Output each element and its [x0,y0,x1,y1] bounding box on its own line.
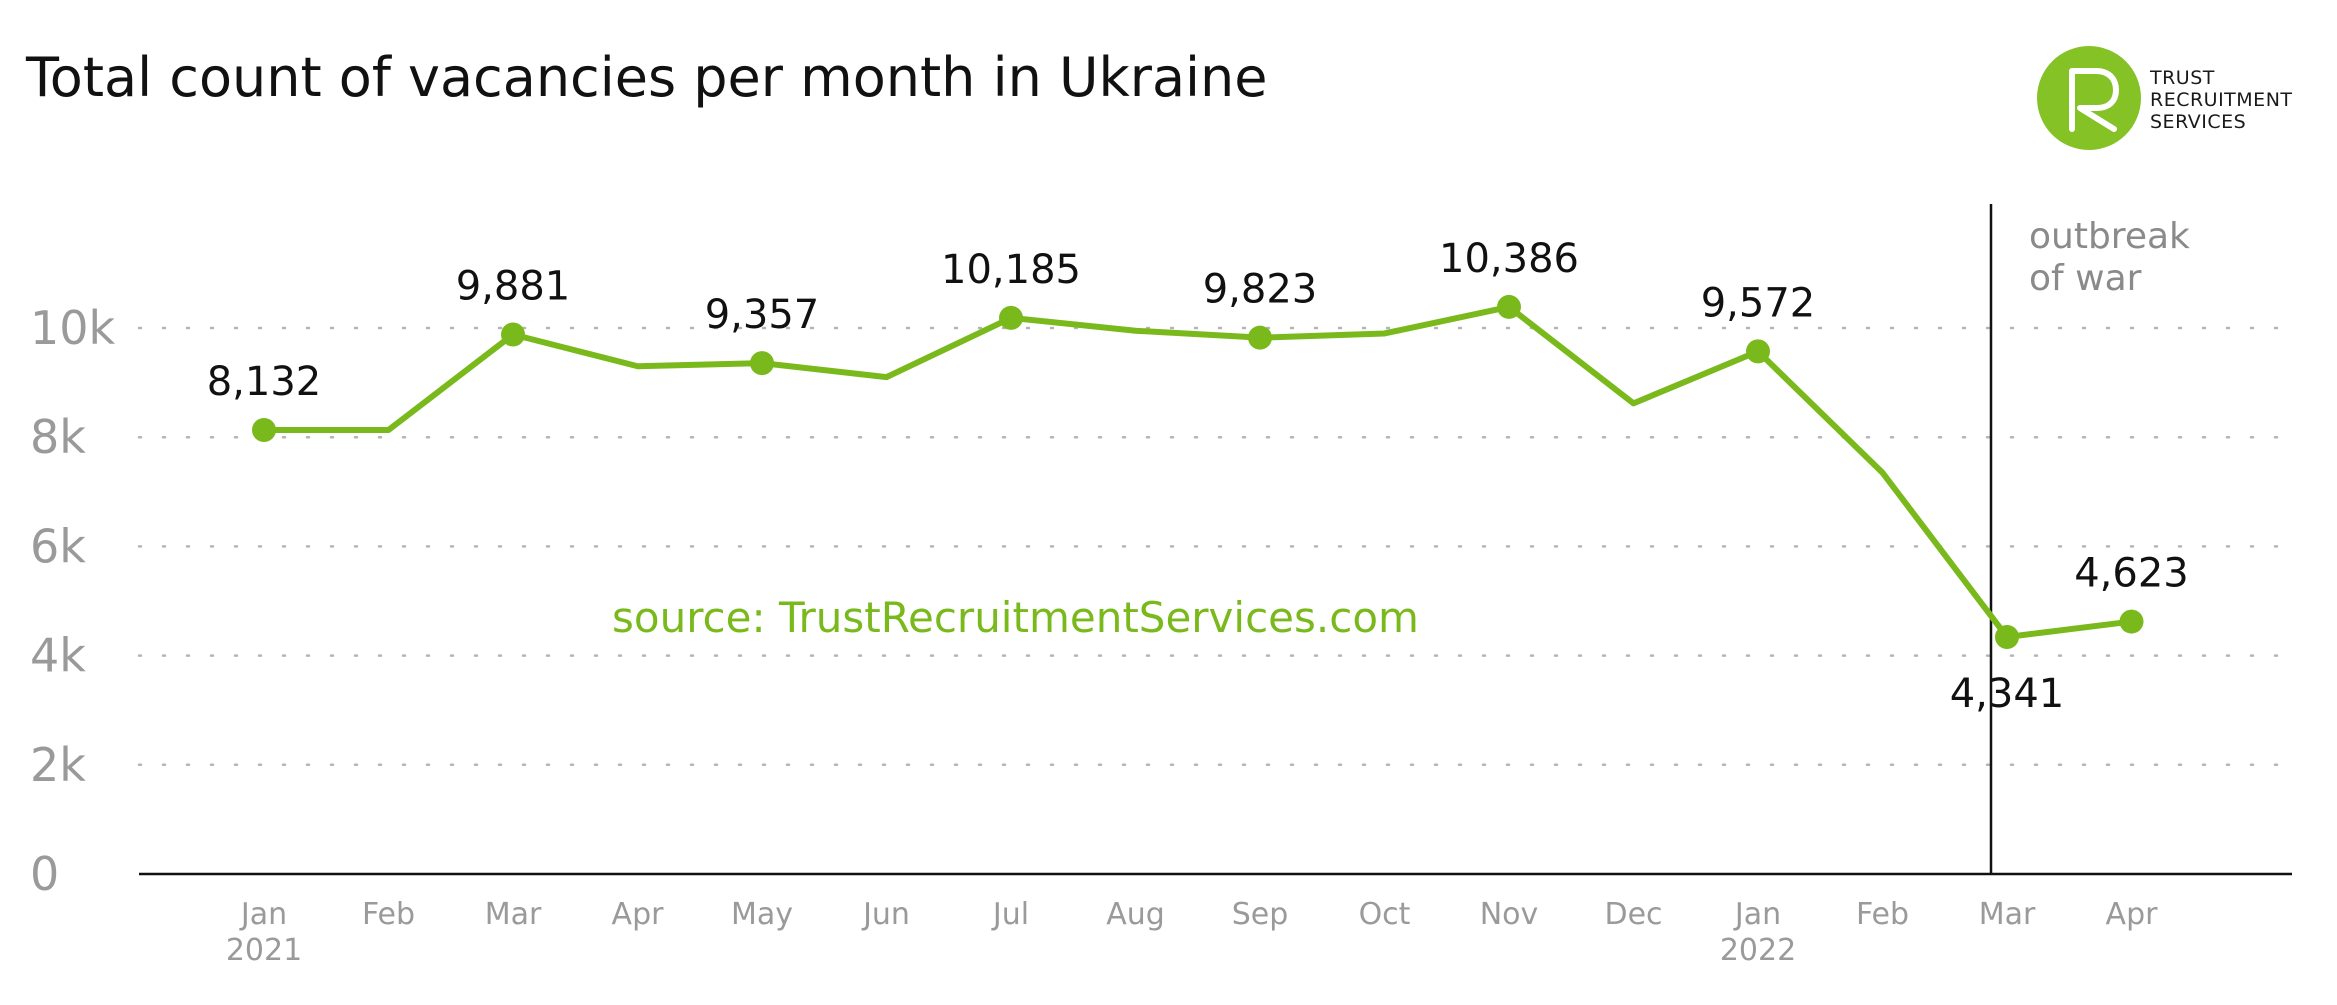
data-point [750,351,774,376]
data-point [1497,294,1521,319]
data-point [1248,325,1272,350]
data-point [2119,609,2144,634]
y-tick-label: 8k [30,410,86,464]
x-tick-label: Aug [1106,897,1165,932]
logo-text-trust: TRUST [2150,67,2215,89]
chart-title: Total count of vacancies per month in Uk… [26,46,1268,109]
series-line [261,303,2135,640]
y-tick-label: 4k [30,629,86,683]
source-text: source: TrustRecruitmentServices.com [612,593,1419,642]
logo-text-services: SERVICES [2150,111,2247,133]
data-label: 10,185 [941,247,1081,293]
data-label: 4,623 [2074,551,2189,597]
x-tick-label: Feb [1856,897,1909,932]
x-tick-label: Jan [239,897,287,932]
x-tick-label: 2021 [226,933,302,968]
data-point [999,305,1023,330]
event-label-line2: of war [2029,258,2142,299]
data-label: 4,341 [1950,671,2065,717]
y-tick-label: 2k [30,738,86,792]
x-tick-label: Apr [2106,897,2159,932]
x-tick-label: Mar [1979,897,2036,932]
x-tick-label: 2022 [1720,933,1796,968]
x-tick-label: Jul [991,897,1029,932]
x-tick-label: Oct [1359,897,1411,932]
data-label: 9,881 [456,263,571,309]
data-label: 8,132 [207,359,322,405]
x-tick-label: Nov [1480,897,1539,932]
y-tick-label: 0 [30,847,59,901]
y-tick-label: 10k [30,301,116,355]
data-label: 9,572 [1701,280,1816,326]
data-point [252,417,276,442]
x-tick-label: May [731,897,793,932]
data-label: 10,386 [1439,236,1579,282]
x-tick-label: Dec [1604,897,1662,932]
data-label: 9,357 [705,292,820,338]
x-tick-label: Mar [485,897,542,932]
logo-r-icon [2037,46,2141,150]
y-tick-label: 6k [30,519,86,573]
x-tick-label: Sep [1232,897,1289,932]
data-point [1746,339,1770,364]
x-tick-label: Feb [362,897,415,932]
logo-text-recruitment: RECRUITMENT [2150,89,2293,111]
data-point [501,322,525,347]
company-logo: TRUST RECRUITMENT SERVICES [2036,45,2306,155]
x-tick-label: Jun [861,897,910,932]
x-tick-label: Jan [1733,897,1781,932]
event-label-line1: outbreak [2029,216,2190,257]
data-label: 9,823 [1203,267,1318,313]
x-tick-label: Apr [612,897,665,932]
data-point [1995,624,2019,649]
